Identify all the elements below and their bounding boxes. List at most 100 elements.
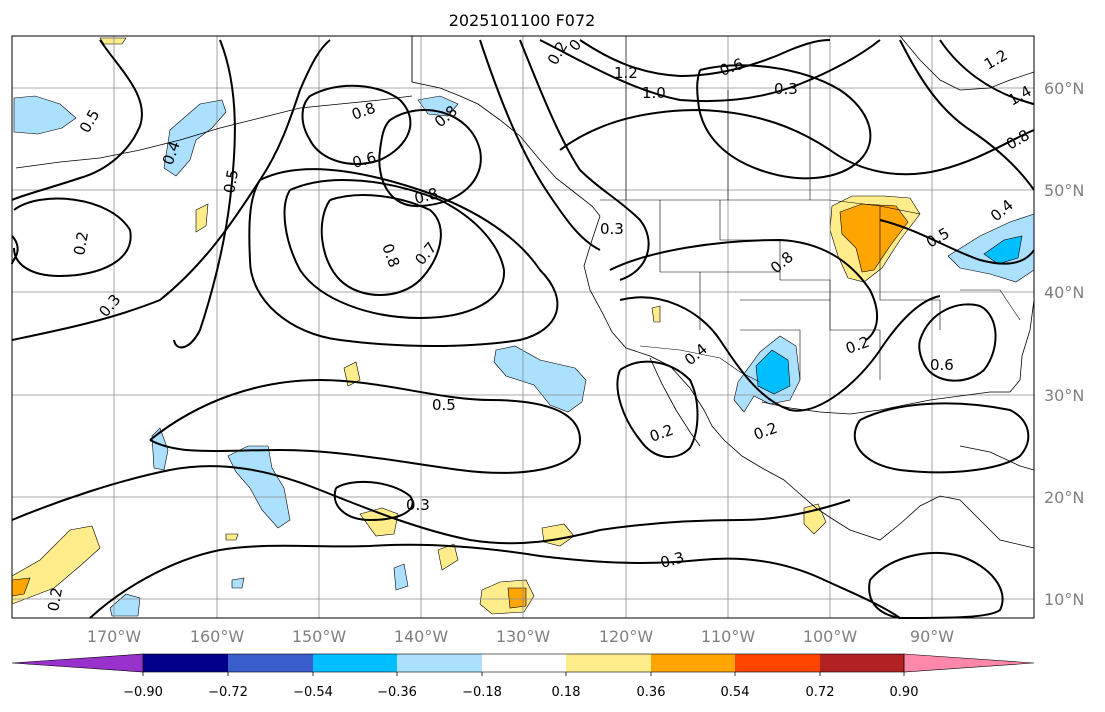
colorbar: −0.90 −0.72 −0.54 −0.36 −0.18 0.18 0.36 … — [11, 653, 1035, 700]
longitude-labels: 170°W 160°W 150°W 140°W 130°W 120°W 110°… — [87, 627, 954, 646]
neg-anomaly-texas-core — [755, 349, 791, 395]
contour-label-14: 1.2 — [614, 64, 638, 82]
map-panel: 0.5 0.4 0.5 0.2 0.3 0.8 0.6 0.8 0.8 0.7 … — [11, 32, 1035, 620]
contour-label-13: 1.0 — [642, 84, 666, 102]
neg-anomaly-nw — [13, 95, 77, 135]
contour-caribbean-0-2 — [853, 402, 1030, 474]
contour-canada-1-2 — [579, 39, 831, 78]
cbar-label-9: 0.72 — [806, 685, 835, 700]
contour-label-4: 0.2 — [70, 230, 92, 257]
contour-canada-1-0 — [539, 39, 881, 103]
colorbar-swatch-8 — [735, 654, 820, 672]
contour-west-0-3 — [11, 39, 331, 341]
contour-us-0-2 — [619, 295, 941, 412]
lat-label-10: 10°N — [1044, 590, 1084, 609]
contour-label-12: 0.3 — [600, 220, 624, 238]
pos-anomaly-small-9 — [651, 305, 661, 323]
contour-lines — [11, 39, 1035, 620]
lon-label-140: 140°W — [394, 627, 449, 646]
coast-gulf-mexico — [761, 299, 1035, 415]
lat-label-50: 50°N — [1044, 181, 1084, 200]
lon-label-150: 150°W — [292, 627, 347, 646]
colorbar-swatch-4 — [397, 654, 482, 672]
colorbar-extend-high — [903, 653, 1035, 673]
contour-pacific-0-3-center — [149, 378, 582, 474]
lat-label-20: 20°N — [1044, 488, 1084, 507]
contour-canada-0-6 — [559, 108, 1035, 176]
coast-hudson — [899, 35, 1035, 91]
colorbar-swatch-2 — [228, 654, 313, 672]
cbar-label-10: 0.90 — [890, 685, 919, 700]
lon-label-100: 100°W — [803, 627, 858, 646]
colorbar-ticks — [142, 672, 905, 676]
contour-label-7: 0.6 — [350, 148, 378, 172]
coast-baja — [649, 357, 701, 447]
lat-label-40: 40°N — [1044, 283, 1084, 302]
coast-yucatan — [849, 495, 1035, 549]
cbar-label-6: 0.18 — [552, 685, 581, 700]
pos-anomaly-small-8 — [225, 533, 239, 541]
cbar-label-2: −0.72 — [208, 685, 248, 700]
contour-gulf-0-8 — [378, 109, 482, 208]
neg-anomaly-south-2 — [393, 563, 409, 591]
neg-anomaly-sw-small — [151, 427, 169, 471]
cbar-label-8: 0.54 — [721, 685, 750, 700]
cbar-label-7: 0.36 — [637, 685, 666, 700]
contour-east-1 — [899, 39, 1035, 191]
contour-label-28: 0.5 — [432, 396, 456, 414]
pos-anomaly-small-6 — [195, 203, 209, 233]
map-title: 2025101100 F072 — [449, 11, 596, 30]
contour-label-9: 0.8 — [412, 184, 440, 208]
shaded-anomalies — [11, 37, 1035, 617]
lon-label-160: 160°W — [190, 627, 245, 646]
contour-mexico-0-5 — [616, 360, 699, 459]
cbar-label-3: −0.54 — [293, 685, 333, 700]
border-us-states — [659, 200, 1021, 380]
colorbar-swatch-3 — [313, 654, 397, 672]
contour-nw-closed — [13, 197, 132, 278]
contour-big-low-outer — [248, 168, 559, 347]
colorbar-swatch-7 — [651, 654, 735, 672]
colorbar-swatch-5 — [482, 654, 566, 672]
colorbar-swatch-9 — [820, 654, 904, 672]
neg-anomaly-small-3 — [231, 577, 245, 589]
contour-0-3-small — [333, 480, 414, 522]
contour-label-29: 0.3 — [406, 496, 430, 514]
contour-aleutian-low — [11, 39, 143, 201]
pos-anomaly-w-pacific — [11, 525, 101, 605]
contour-label-23: 0.6 — [930, 356, 954, 374]
contour-coast-ridge-1 — [519, 39, 650, 281]
lon-label-130: 130°W — [496, 627, 551, 646]
coast-alaska-canada — [411, 36, 601, 217]
contour-coast-ridge-2 — [479, 39, 601, 251]
contour-canada-0-3 — [696, 64, 872, 180]
pos-anomaly-south-center-core — [507, 587, 527, 609]
contour-us-center-0-5 — [609, 238, 878, 341]
coast-aleutians — [15, 95, 413, 169]
contour-east-2 — [939, 39, 1035, 105]
colorbar-outline — [142, 653, 905, 673]
latitude-labels: 60°N 50°N 40°N 30°N 20°N 10°N — [1044, 79, 1084, 609]
lat-label-60: 60°N — [1044, 79, 1084, 98]
map-frame — [11, 35, 1035, 619]
pos-anomaly-great-lakes-core — [839, 203, 909, 273]
cbar-label-5: −0.18 — [462, 685, 502, 700]
lon-label-170: 170°W — [87, 627, 142, 646]
neg-anomaly-central-pacific — [493, 345, 587, 413]
contour-label-31: 0.2 — [44, 586, 66, 613]
contour-se-closed — [868, 552, 1004, 620]
contour-pacific-0-3-long — [11, 465, 851, 545]
contour-label-3: 0.5 — [220, 168, 242, 195]
colorbar-extend-low — [11, 653, 144, 673]
pos-anomaly-small-1 — [343, 361, 361, 387]
lon-label-110: 110°W — [701, 627, 756, 646]
cbar-label-1: −0.90 — [123, 685, 163, 700]
colorbar-swatch-1 — [143, 654, 228, 672]
lon-label-120: 120°W — [599, 627, 654, 646]
neg-anomaly-aleutian — [163, 99, 227, 177]
border-us-mexico — [639, 345, 761, 383]
contour-label-30: 0.3 — [658, 548, 686, 572]
contour-label-16: 0.3 — [774, 80, 798, 98]
pos-anomaly-small-7 — [99, 37, 127, 45]
coast-cuba — [959, 445, 1035, 471]
